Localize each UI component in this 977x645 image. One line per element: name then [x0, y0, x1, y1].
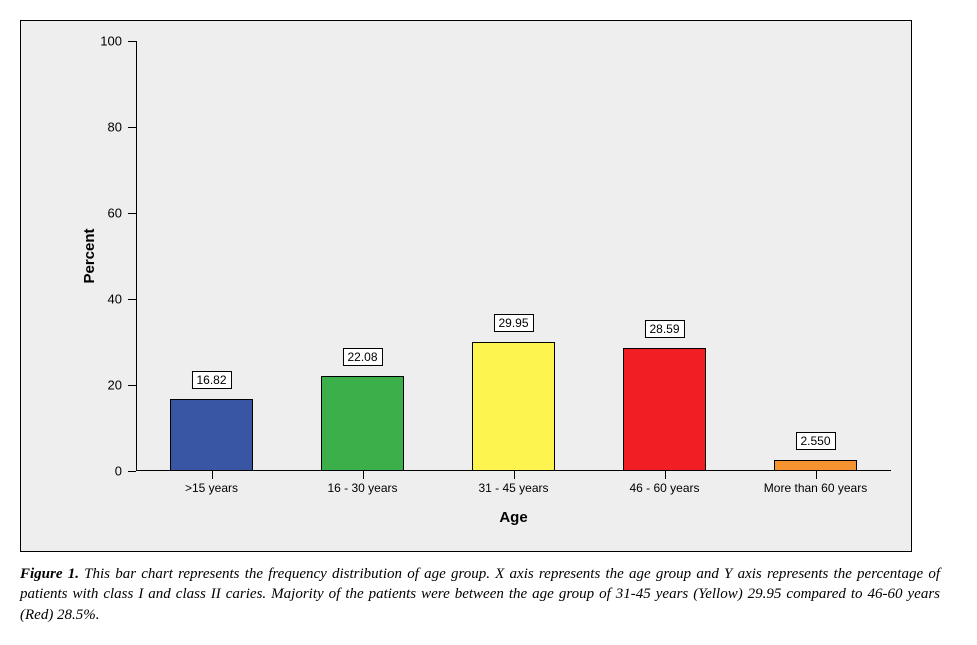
y-tick-mark — [128, 127, 136, 128]
x-tick-mark — [363, 471, 364, 479]
y-tick-label: 20 — [108, 378, 122, 393]
bar-value-label: 22.08 — [342, 348, 382, 366]
bar — [321, 376, 404, 471]
figure: 0 20 40 60 80 100 >15 years 16.82 16 - 30 years 2… — [20, 20, 957, 625]
y-tick-label: 60 — [108, 206, 122, 221]
bar-value-label: 2.550 — [795, 432, 835, 450]
y-axis-line — [136, 41, 137, 471]
x-tick-label: >15 years — [185, 481, 238, 495]
bar — [170, 399, 253, 471]
y-tick-label: 40 — [108, 292, 122, 307]
x-tick-label: 31 - 45 years — [478, 481, 548, 495]
x-tick-mark — [514, 471, 515, 479]
bar — [623, 348, 706, 471]
plot-area: 020406080100>15 years16.8216 - 30 years2… — [136, 41, 891, 471]
bar-value-label: 16.82 — [191, 371, 231, 389]
caption-lead: Figure 1. — [20, 566, 79, 582]
y-tick-mark — [128, 299, 136, 300]
y-tick-mark — [128, 385, 136, 386]
x-axis-title: Age — [499, 509, 527, 526]
x-tick-label: More than 60 years — [764, 481, 867, 495]
y-tick-label: 80 — [108, 120, 122, 135]
y-tick-mark — [128, 471, 136, 472]
bar-value-label: 29.95 — [493, 314, 533, 332]
x-tick-label: 16 - 30 years — [327, 481, 397, 495]
x-tick-mark — [816, 471, 817, 479]
bar — [774, 460, 857, 471]
y-tick-label: 0 — [115, 464, 122, 479]
bar-chart: 0 20 40 60 80 100 >15 years 16.82 16 - 30 years 2… — [20, 20, 912, 552]
bar — [472, 342, 555, 471]
y-axis-title: Percent — [81, 228, 98, 283]
y-tick-mark — [128, 41, 136, 42]
x-tick-label: 46 - 60 years — [629, 481, 699, 495]
x-tick-mark — [665, 471, 666, 479]
bar-value-label: 28.59 — [644, 320, 684, 338]
y-tick-mark — [128, 213, 136, 214]
figure-caption: Figure 1. This bar chart represents the … — [20, 564, 940, 625]
caption-text: This bar chart represents the frequency … — [20, 566, 940, 623]
y-tick-label: 100 — [100, 34, 122, 49]
x-tick-mark — [212, 471, 213, 479]
